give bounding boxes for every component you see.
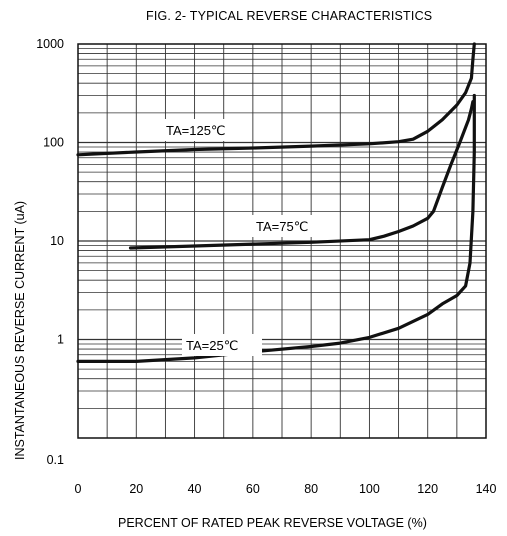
y-tick-label: 0.1 [47, 453, 64, 467]
chart-title: FIG. 2- TYPICAL REVERSE CHARACTERISTICS [146, 9, 432, 23]
curves [76, 42, 476, 363]
series-line-1 [128, 100, 475, 250]
y-tick-label: 100 [43, 136, 64, 150]
y-tick-label: 10 [50, 234, 64, 248]
x-tick-labels: 0 20 40 60 80 100 120 140 [75, 482, 497, 496]
x-tick-label: 100 [359, 482, 380, 496]
grid [78, 44, 486, 438]
curve-labels: TA=125℃ TA=75℃ TA=25℃ [162, 119, 332, 356]
x-tick-label: 60 [246, 482, 260, 496]
y-tick-label: 1 [57, 333, 64, 347]
x-tick-label: 120 [417, 482, 438, 496]
label-ta-75: TA=75℃ [256, 219, 308, 234]
label-ta-125: TA=125℃ [166, 123, 226, 138]
x-tick-label: 20 [129, 482, 143, 496]
y-tick-label: 1000 [36, 37, 64, 51]
series-line-0 [76, 42, 476, 157]
label-ta-25: TA=25℃ [186, 338, 238, 353]
x-tick-label: 80 [304, 482, 318, 496]
y-tick-labels: 1000 100 10 1 0.1 [36, 37, 64, 467]
y-axis-label: INSTANTANEOUS REVERSE CURRENT (uA) [13, 201, 27, 460]
x-tick-label: 140 [476, 482, 497, 496]
plot-frame [77, 43, 487, 439]
x-tick-label: 40 [188, 482, 202, 496]
x-axis-label: PERCENT OF RATED PEAK REVERSE VOLTAGE (%… [118, 516, 427, 530]
x-tick-label: 0 [75, 482, 82, 496]
